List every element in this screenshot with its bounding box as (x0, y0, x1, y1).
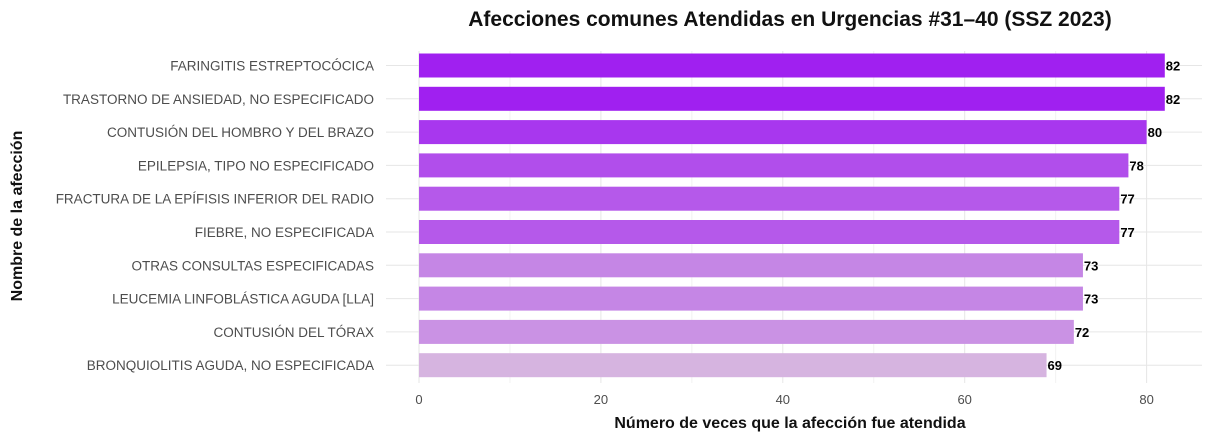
category-label: CONTUSIÓN DEL TÓRAX (213, 325, 374, 340)
bar (419, 53, 1165, 78)
category-label: BRONQUIOLITIS AGUDA, NO ESPECIFICADA (87, 358, 374, 373)
bar-value-label: 72 (1075, 325, 1089, 340)
bar-value-label: 77 (1120, 225, 1134, 240)
y-axis-title: Nombre de la afección (9, 131, 26, 302)
bar-value-label: 78 (1129, 158, 1143, 173)
category-labels: FARINGITIS ESTREPTOCÓCICA TRASTORNO DE AN… (56, 59, 374, 374)
category-label: EPILEPSIA, TIPO NO ESPECIFICADO (138, 158, 374, 173)
bar-value-label: 82 (1166, 59, 1180, 74)
category-label: FRACTURA DE LA EPÍFISIS INFERIOR DEL RAD… (56, 192, 374, 207)
category-label: FIEBRE, NO ESPECIFICADA (195, 225, 374, 240)
bar (419, 220, 1120, 244)
category-label: FARINGITIS ESTREPTOCÓCICA (170, 59, 374, 74)
chart-title: Afecciones comunes Atendidas en Urgencia… (468, 8, 1111, 31)
x-axis-ticks: 0 20 40 60 80 (415, 392, 1153, 407)
bar (419, 186, 1120, 211)
x-tick-label: 40 (776, 392, 790, 407)
x-axis-title: Número de veces que la afección fue aten… (614, 415, 965, 432)
category-label: LEUCEMIA LINFOBLÁSTICA AGUDA [LLA] (112, 292, 374, 307)
category-label: TRASTORNO DE ANSIEDAD, NO ESPECIFICADO (63, 92, 374, 107)
bar (419, 253, 1083, 278)
bar (419, 353, 1047, 378)
bar (419, 120, 1147, 145)
bar (419, 86, 1165, 111)
bar-value-label: 77 (1120, 192, 1134, 207)
bar (419, 319, 1074, 344)
x-tick-label: 0 (415, 392, 422, 407)
x-tick-label: 80 (1139, 392, 1153, 407)
category-label: OTRAS CONSULTAS ESPECIFICADAS (131, 258, 374, 273)
bar (419, 286, 1083, 311)
bar-value-label: 69 (1048, 358, 1062, 373)
x-tick-label: 20 (594, 392, 608, 407)
bar-value-label: 80 (1148, 125, 1162, 140)
category-label: CONTUSIÓN DEL HOMBRO Y DEL BRAZO (107, 125, 374, 140)
bar (419, 153, 1129, 178)
bar-value-label: 73 (1084, 292, 1098, 307)
bar-value-label: 73 (1084, 258, 1098, 273)
value-labels: 82 82 80 78 77 77 73 73 72 69 (1048, 59, 1181, 374)
x-tick-label: 60 (957, 392, 971, 407)
bar-value-label: 82 (1166, 92, 1180, 107)
bars (419, 53, 1165, 378)
